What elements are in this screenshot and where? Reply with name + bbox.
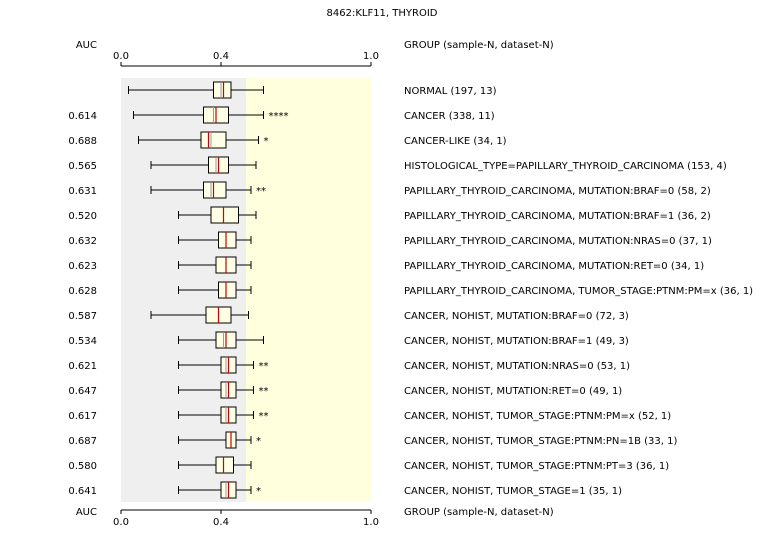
bottom-axis-tick-label: 0.0 — [113, 517, 129, 528]
auc-value: 0.641 — [68, 486, 97, 497]
iqr-box — [203, 181, 227, 199]
group-label: CANCER (338, 11) — [404, 111, 495, 122]
group-label: CANCER, NOHIST, MUTATION:BRAF=1 (49, 3) — [404, 336, 629, 347]
group-label: PAPILLARY_THYROID_CARCINOMA, MUTATION:BR… — [404, 211, 711, 222]
group-label: CANCER, NOHIST, MUTATION:RET=0 (49, 1) — [404, 386, 622, 397]
bottom-axis-tick-label: 1.0 — [363, 517, 379, 528]
significance-stars: ** — [259, 386, 269, 397]
auc-value: 0.565 — [68, 161, 97, 172]
bottom-axis-tick-label: 0.4 — [213, 517, 229, 528]
group-label: CANCER-LIKE (34, 1) — [404, 136, 507, 147]
iqr-box — [218, 231, 237, 249]
group-label: CANCER, NOHIST, TUMOR_STAGE=1 (35, 1) — [404, 486, 622, 497]
significance-stars: ** — [259, 361, 269, 372]
auc-value: 0.623 — [68, 261, 97, 272]
significance-stars: ** — [259, 411, 269, 422]
iqr-box — [213, 81, 232, 99]
bottom-auc-header: AUC — [76, 507, 97, 518]
significance-stars: * — [264, 136, 269, 147]
auc-value: 0.617 — [68, 411, 97, 422]
group-label: PAPILLARY_THYROID_CARCINOMA, MUTATION:NR… — [404, 236, 712, 247]
auc-value: 0.632 — [68, 236, 97, 247]
auc-value: 0.587 — [68, 311, 97, 322]
chart-title: 8462:KLF11, THYROID — [327, 8, 438, 19]
auc-value: 0.520 — [68, 211, 97, 222]
group-label: PAPILLARY_THYROID_CARCINOMA, MUTATION:RE… — [404, 261, 704, 272]
group-label: PAPILLARY_THYROID_CARCINOMA, TUMOR_STAGE… — [404, 286, 753, 297]
group-label: CANCER, NOHIST, MUTATION:BRAF=0 (72, 3) — [404, 311, 629, 322]
iqr-box — [218, 281, 237, 299]
group-label: NORMAL (197, 13) — [404, 86, 497, 97]
top-axis-tick-label: 1.0 — [363, 51, 379, 62]
auc-value: 0.621 — [68, 361, 97, 372]
top-axis-tick-label: 0.4 — [213, 51, 229, 62]
top-auc-header: AUC — [76, 40, 97, 51]
iqr-box — [210, 206, 239, 224]
group-label: CANCER, NOHIST, TUMOR_STAGE:PTNM:PM=x (5… — [404, 411, 671, 422]
group-label: PAPILLARY_THYROID_CARCINOMA, MUTATION:BR… — [404, 186, 711, 197]
significance-stars: * — [256, 436, 261, 447]
group-label: CANCER, NOHIST, TUMOR_STAGE:PTNM:PN=1B (… — [404, 436, 677, 447]
significance-stars: ** — [256, 186, 266, 197]
auc-value: 0.647 — [68, 386, 97, 397]
bottom-group-header: GROUP (sample-N, dataset-N) — [404, 507, 554, 518]
group-label: HISTOLOGICAL_TYPE=PAPILLARY_THYROID_CARC… — [404, 161, 727, 172]
auc-value: 0.687 — [68, 436, 97, 447]
auc-value: 0.631 — [68, 186, 97, 197]
top-axis-tick-label: 0.0 — [113, 51, 129, 62]
iqr-box — [215, 456, 234, 474]
significance-stars: * — [256, 486, 261, 497]
auc-value: 0.580 — [68, 461, 97, 472]
iqr-box — [200, 131, 227, 149]
auc-value: 0.688 — [68, 136, 97, 147]
group-label: CANCER, NOHIST, TUMOR_STAGE:PTNM:PT=3 (3… — [404, 461, 669, 472]
top-group-header: GROUP (sample-N, dataset-N) — [404, 40, 554, 51]
plot-background-right — [246, 78, 371, 502]
auc-value: 0.614 — [68, 111, 97, 122]
auc-value: 0.534 — [68, 336, 97, 347]
significance-stars: **** — [269, 111, 289, 122]
group-label: CANCER, NOHIST, MUTATION:NRAS=0 (53, 1) — [404, 361, 630, 372]
auc-value: 0.628 — [68, 286, 97, 297]
